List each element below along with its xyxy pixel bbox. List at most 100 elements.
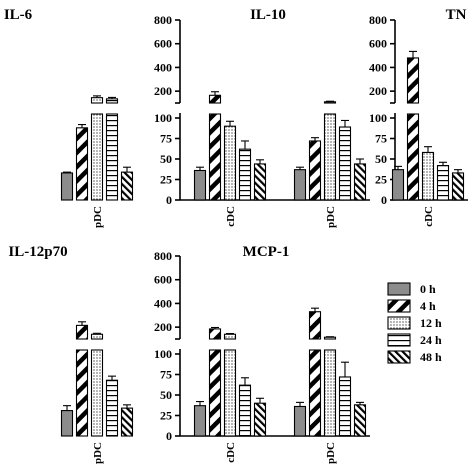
bar-24h-cDC	[238, 148, 252, 201]
category-label: cDC	[423, 206, 435, 227]
bar-upper-24h-pDC	[105, 98, 119, 104]
panel-title-tn: TN	[446, 7, 467, 23]
bar-48h-cDC	[253, 402, 267, 437]
y-tick-label: 400	[154, 60, 172, 74]
bar-4h-cDC	[208, 349, 222, 437]
bar-upper-4h-cDC	[208, 328, 222, 340]
y-tick-label: 800	[369, 13, 387, 27]
bar-0h-pDC	[293, 169, 307, 201]
y-tick-label: 800	[154, 13, 172, 27]
legend-label: 0 h	[420, 282, 436, 296]
bar-12h-pDC	[323, 349, 337, 437]
y-tick-label: 75	[375, 132, 387, 146]
bar-4h-pDC	[308, 140, 322, 201]
bar-upper-12h-cDC	[223, 333, 237, 340]
bar-4h-cDC	[208, 113, 222, 201]
bar-0h-pDC	[293, 405, 307, 437]
y-tick-label: 25	[375, 173, 387, 187]
bar-24h-cDC	[238, 384, 252, 437]
y-tick-label: 100	[369, 111, 387, 125]
category-label: pDC	[325, 206, 337, 228]
panel-title-il10: IL-10	[250, 7, 286, 23]
y-tick-label: 0	[381, 193, 387, 207]
panel-2: 0 25 50 75 100 200 400 600 800 cDC	[369, 13, 468, 227]
bar-upper-12h-pDC	[90, 333, 104, 340]
bar-48h-pDC	[353, 163, 367, 201]
y-tick-label: 100	[154, 347, 172, 361]
bar-24h-cDC	[436, 165, 450, 201]
y-tick-label: 200	[154, 84, 172, 98]
bar-upper-4h-pDC	[75, 324, 89, 340]
legend: 0 h 4 h 12 h 24 h 48 h	[387, 282, 442, 364]
bar-24h-pDC	[105, 379, 119, 437]
y-tick-label: 0	[166, 429, 172, 443]
bar-24h-pDC	[105, 113, 119, 201]
bar-12h-pDC	[323, 113, 337, 201]
bar-upper-4h-cDC	[208, 94, 222, 104]
bar-0h-pDC	[60, 172, 74, 201]
bar-12h-pDC	[90, 113, 104, 201]
y-tick-label: 600	[154, 273, 172, 287]
y-tick-label: 50	[160, 388, 172, 402]
category-label: cDC	[225, 442, 237, 463]
panel-title-il6: IL-6	[4, 7, 33, 23]
y-tick-label: 200	[154, 320, 172, 334]
legend-swatch	[387, 316, 411, 330]
bar-upper-4h-pDC	[308, 311, 322, 340]
bar-upper-12h-pDC	[323, 336, 337, 340]
category-label: pDC	[325, 442, 337, 464]
panel-title-mcp1: MCP-1	[243, 244, 290, 260]
bar-24h-pDC	[338, 376, 352, 437]
bar-0h-cDC	[193, 405, 207, 437]
y-tick-label: 200	[369, 84, 387, 98]
bar-12h-cDC	[421, 151, 435, 201]
bar-upper-12h-pDC	[323, 101, 337, 104]
bar-12h-cDC	[223, 349, 237, 437]
bar-12h-cDC	[223, 125, 237, 201]
legend-label: 24 h	[420, 333, 442, 347]
y-tick-label: 50	[375, 152, 387, 166]
legend-label: 48 h	[420, 350, 442, 364]
legend-swatch	[387, 299, 411, 313]
y-tick-label: 400	[154, 296, 172, 310]
y-tick-label: 0	[166, 193, 172, 207]
y-tick-label: 100	[154, 111, 172, 125]
bar-48h-cDC	[451, 172, 465, 201]
panel-0: cDC pDC	[0, 95, 134, 228]
bar-0h-cDC	[193, 169, 207, 201]
category-label: pDC	[92, 206, 104, 228]
panels: cDC pDC 0 25 50 75 100 200 400 600 800 cDC pDC 0 25 50 7…	[0, 13, 468, 464]
bar-48h-pDC	[120, 171, 134, 201]
bar-upper-12h-pDC	[90, 97, 104, 104]
y-tick-label: 600	[154, 37, 172, 51]
y-tick-label: 25	[160, 173, 172, 187]
y-tick-label: 600	[369, 37, 387, 51]
y-tick-label: 25	[160, 409, 172, 423]
legend-swatch	[387, 350, 411, 364]
bar-upper-4h-cDC	[406, 57, 420, 104]
category-label: cDC	[0, 442, 3, 463]
legend-label: 12 h	[420, 316, 442, 330]
bar-0h-pDC	[60, 410, 74, 437]
bar-4h-pDC	[75, 127, 89, 201]
category-label: cDC	[0, 206, 3, 227]
y-tick-label: 400	[369, 60, 387, 74]
bar-4h-pDC	[308, 349, 322, 437]
y-tick-label: 75	[160, 132, 172, 146]
panel-3: cDC pDC	[0, 321, 134, 464]
bar-48h-cDC	[253, 163, 267, 201]
legend-swatch	[387, 333, 411, 347]
legend-label: 4 h	[420, 299, 436, 313]
bar-0h-cDC	[391, 169, 405, 201]
panel-title-il12p70: IL-12p70	[8, 244, 67, 260]
panel-1: 0 25 50 75 100 200 400 600 800 cDC pDC	[154, 13, 370, 228]
bar-4h-pDC	[75, 349, 89, 437]
panel-4: 0 25 50 75 100 200 400 600 800 cDC pDC	[154, 249, 370, 464]
y-tick-label: 50	[160, 152, 172, 166]
bar-12h-pDC	[90, 349, 104, 437]
legend-swatch	[387, 282, 411, 296]
y-tick-label: 75	[160, 368, 172, 382]
y-tick-label: 800	[154, 249, 172, 263]
bar-48h-pDC	[353, 404, 367, 437]
